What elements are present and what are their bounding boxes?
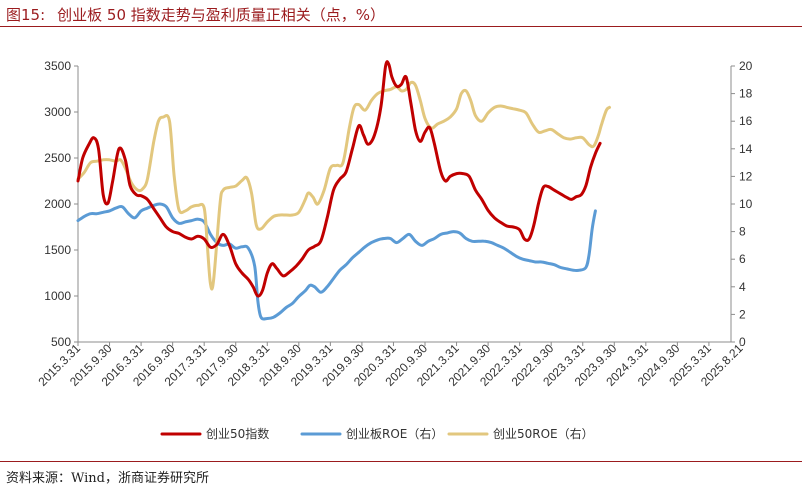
left-tick-label: 2000 xyxy=(44,197,71,211)
left-tick-label: 1000 xyxy=(44,289,71,303)
right-tick-label: 4 xyxy=(739,280,746,294)
figure-title-text: 创业板 50 指数走势与盈利质量正相关（点，%） xyxy=(57,6,386,24)
legend-label: 创业板ROE（右） xyxy=(346,426,443,441)
left-tick-label: 500 xyxy=(51,335,71,349)
right-tick-label: 12 xyxy=(739,169,753,183)
right-tick-label: 8 xyxy=(739,225,746,239)
right-tick-label: 10 xyxy=(739,197,753,211)
right-tick-label: 18 xyxy=(739,87,753,101)
source-note: 资料来源：Wind，浙商证券研究所 xyxy=(6,471,209,486)
right-tick-label: 2 xyxy=(739,307,746,321)
left-tick-label: 3500 xyxy=(44,59,71,73)
series-line-roe-board xyxy=(76,202,597,321)
line-chart: 500 1000 1500 2000 2500 3000 3500 0 2 4 6 8 10 12 14 16… xyxy=(35,59,752,441)
left-tick-label: 3000 xyxy=(44,105,71,119)
legend-label: 创业50指数 xyxy=(206,426,269,441)
right-tick-label: 20 xyxy=(739,59,753,73)
footer-rule xyxy=(0,461,802,462)
legend: 创业50指数 创业板ROE（右） 创业50ROE（右） xyxy=(160,426,594,441)
left-tick-label: 1500 xyxy=(44,243,71,257)
series-line-roe-50 xyxy=(76,80,611,291)
right-tick-label: 6 xyxy=(739,252,746,266)
right-tick-label: 0 xyxy=(739,335,746,349)
left-tick-label: 2500 xyxy=(44,151,71,165)
axes: 500 1000 1500 2000 2500 3000 3500 0 2 4 6 8 10 12 14 16… xyxy=(35,59,752,389)
figure-title: 图15: 创业板 50 指数走势与盈利质量正相关（点，%） xyxy=(6,4,385,25)
legend-label: 创业50ROE（右） xyxy=(493,426,594,441)
right-tick-label: 14 xyxy=(739,142,753,156)
title-rule xyxy=(0,26,802,27)
right-tick-label: 16 xyxy=(739,114,753,128)
figure-label: 图15: xyxy=(6,6,46,24)
series-line-index xyxy=(76,60,602,298)
series-layer xyxy=(76,60,611,321)
